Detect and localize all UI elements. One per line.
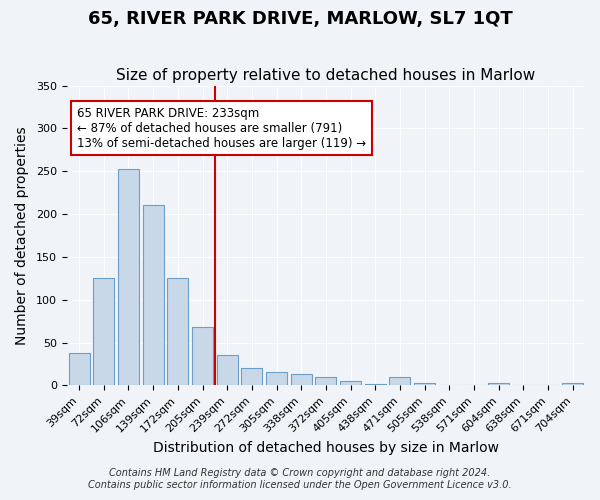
Bar [118, 170, 139, 386]
Bar [192, 327, 213, 386]
Bar [389, 377, 410, 386]
Bar [562, 383, 583, 386]
Bar [414, 383, 435, 386]
Text: Contains HM Land Registry data © Crown copyright and database right 2024.
Contai: Contains HM Land Registry data © Crown c… [88, 468, 512, 490]
Bar [241, 368, 262, 386]
Bar [94, 278, 114, 386]
Bar [291, 374, 312, 386]
Bar [365, 384, 386, 386]
Bar [217, 356, 238, 386]
Text: 65, RIVER PARK DRIVE, MARLOW, SL7 1QT: 65, RIVER PARK DRIVE, MARLOW, SL7 1QT [88, 10, 512, 28]
Bar [68, 353, 89, 386]
Text: 65 RIVER PARK DRIVE: 233sqm
← 87% of detached houses are smaller (791)
13% of se: 65 RIVER PARK DRIVE: 233sqm ← 87% of det… [77, 106, 366, 150]
Bar [340, 381, 361, 386]
Title: Size of property relative to detached houses in Marlow: Size of property relative to detached ho… [116, 68, 536, 83]
Y-axis label: Number of detached properties: Number of detached properties [15, 126, 29, 345]
Bar [488, 383, 509, 386]
Bar [316, 377, 337, 386]
Bar [167, 278, 188, 386]
X-axis label: Distribution of detached houses by size in Marlow: Distribution of detached houses by size … [153, 441, 499, 455]
Bar [266, 372, 287, 386]
Bar [143, 204, 164, 386]
